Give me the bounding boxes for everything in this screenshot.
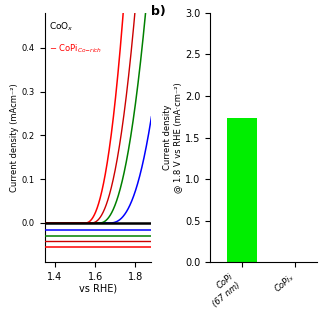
Text: $-$ CoPi$_{Co\mathrm{-}rich}$: $-$ CoPi$_{Co\mathrm{-}rich}$ <box>49 43 102 55</box>
Y-axis label: Current density
@ 1.8 V vs RHE (mA·cm⁻²): Current density @ 1.8 V vs RHE (mA·cm⁻²) <box>163 82 182 193</box>
Text: CoO$_x$: CoO$_x$ <box>49 20 74 33</box>
Bar <box>228 118 257 262</box>
X-axis label: vs RHE): vs RHE) <box>79 284 117 293</box>
Text: b): b) <box>151 5 166 18</box>
Y-axis label: Current density (mAcm⁻²): Current density (mAcm⁻²) <box>10 83 19 192</box>
